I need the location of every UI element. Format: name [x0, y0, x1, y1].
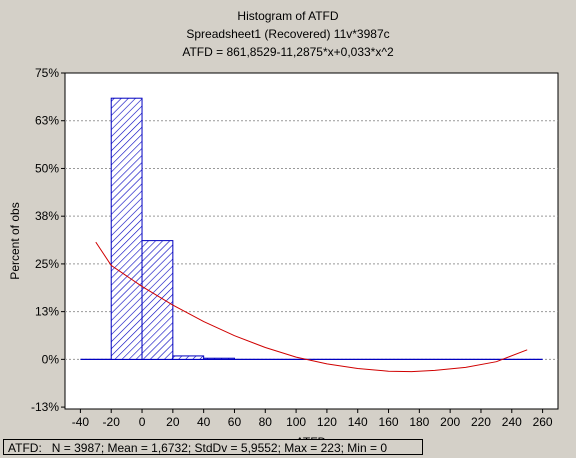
- y-axis-label: Percent of obs: [8, 202, 22, 279]
- x-tick-label: 100: [286, 415, 306, 429]
- x-tick-label: 160: [379, 415, 399, 429]
- status-bar: ATFD: N = 3987; Mean = 1,6732; StdDv = 5…: [3, 439, 423, 455]
- x-tick-label: 80: [259, 415, 273, 429]
- histogram-bar: [172, 355, 205, 360]
- x-tick-label: 240: [502, 415, 522, 429]
- x-tick-label: 0: [139, 415, 146, 429]
- x-tick-label: 20: [166, 415, 180, 429]
- fit-curve-line: [95, 241, 528, 373]
- y-tick-label: 13%: [35, 305, 59, 319]
- x-tick-label: -40: [72, 415, 90, 429]
- histogram-bar: [110, 97, 143, 360]
- x-tick-label: 260: [533, 415, 553, 429]
- y-tick-label: 75%: [35, 66, 59, 80]
- x-tick-label: 180: [409, 415, 429, 429]
- x-tick-label: 220: [471, 415, 491, 429]
- chart-subtitle: Spreadsheet1 (Recovered) 11v*3987c: [186, 27, 390, 41]
- x-tick-label: -20: [103, 415, 121, 429]
- y-tick-label: 38%: [35, 209, 59, 223]
- x-tick-label: 200: [440, 415, 460, 429]
- y-axis: 75% 63% 50% 38% 25% 13% 0% -13%: [31, 66, 65, 414]
- x-tick-label: 140: [348, 415, 368, 429]
- histogram-bar: [203, 357, 235, 360]
- summary-statistics: ATFD: N = 3987; Mean = 1,6732; StdDv = 5…: [8, 441, 387, 455]
- y-tick-label: 50%: [35, 161, 59, 175]
- chart-title: Histogram of ATFD: [237, 9, 339, 23]
- histogram-bar: [141, 240, 174, 360]
- x-tick-label: 60: [228, 415, 242, 429]
- fit-equation: ATFD = 861,8529-11,2875*x+0,033*x^2: [182, 45, 394, 59]
- fit-curve: [95, 241, 528, 373]
- y-tick-label: -13%: [31, 400, 59, 414]
- x-tick-label: 120: [317, 415, 337, 429]
- y-tick-label: 0%: [42, 352, 60, 366]
- bars: [80, 97, 543, 360]
- x-axis: -40 -20 0 20 40 60 80 100 120 140 160 180 200 220 240 2…: [72, 409, 553, 429]
- x-tick-label: 40: [197, 415, 211, 429]
- y-tick-label: 25%: [35, 257, 59, 271]
- y-tick-label: 63%: [35, 114, 59, 128]
